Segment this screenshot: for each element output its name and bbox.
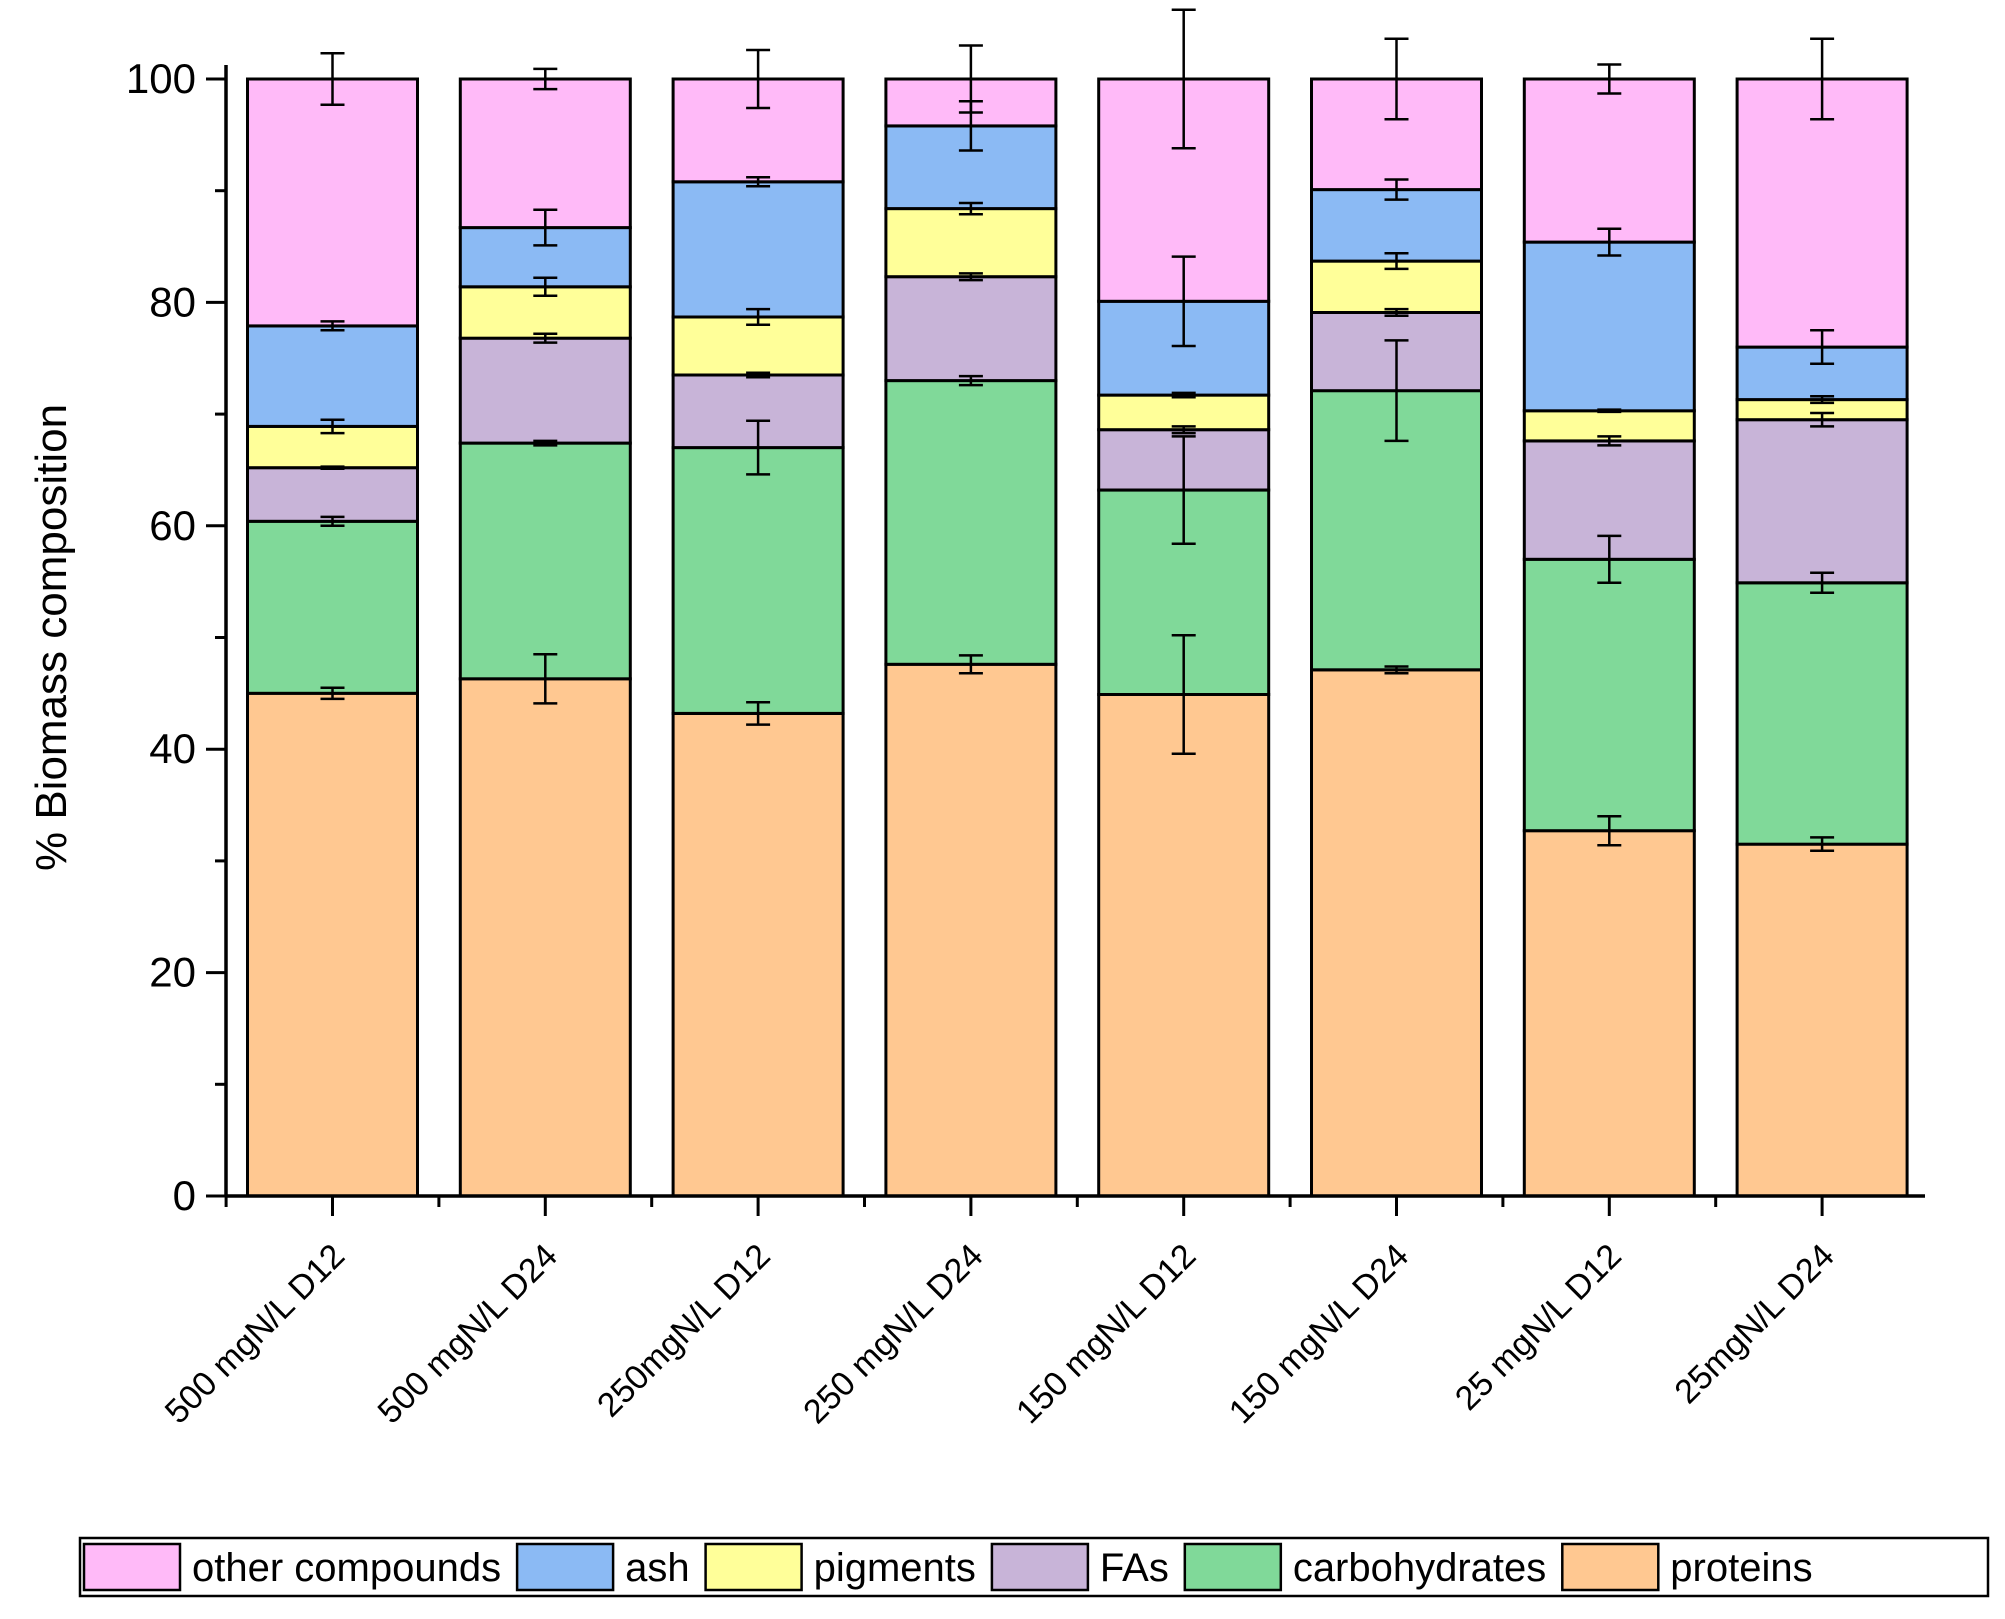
legend-swatch-proteins (1561, 1542, 1660, 1592)
bar-segment-FAs (246, 466, 419, 523)
x-category-label: 500 mgN/L D24 (371, 1237, 565, 1431)
bar-segment-carbohydrates (458, 441, 632, 681)
legend: other compounds ash pigments FAs carbohydrat… (78, 1536, 1990, 1598)
bar-segment-ash (1310, 188, 1483, 263)
legend-label-ash: ash (625, 1546, 690, 1590)
legend-label-FAs: FAs (1100, 1546, 1169, 1590)
bar-segment-FAs (1735, 418, 1909, 585)
bar-segment-proteins (1735, 842, 1909, 1198)
legend-swatch-FAs (990, 1542, 1090, 1592)
bar-segment-other-compounds (246, 77, 419, 328)
bar-segment-ash (246, 324, 419, 428)
bar-segment-ash (1522, 240, 1696, 413)
bar-segment-proteins (458, 677, 632, 1198)
x-category-label: 250mgN/L D12 (590, 1237, 778, 1425)
bar-segment-proteins (1522, 829, 1696, 1198)
bars-layer (246, 77, 1909, 1198)
bar-segment-other-compounds (1522, 77, 1696, 244)
bar-segment-pigments (884, 207, 1058, 279)
x-category-label: 150 mgN/L D12 (1009, 1237, 1203, 1431)
bar-segment-carbohydrates (1522, 557, 1696, 833)
y-tick-label: 40 (149, 725, 196, 772)
y-tick-label: 0 (173, 1172, 196, 1219)
bar-segment-proteins (1310, 668, 1483, 1198)
error-bars-layer (320, 8, 1835, 853)
legend-swatch-other-compounds (82, 1542, 182, 1592)
bar-segment-proteins (884, 662, 1058, 1198)
x-category-label: 150 mgN/L D24 (1222, 1237, 1416, 1431)
bar-segment-other-compounds (458, 77, 632, 230)
legend-label-other-compounds: other compounds (192, 1546, 501, 1590)
y-tick-labels: 0 20 40 60 80 100 (126, 55, 196, 1219)
y-axis-title: % Biomass composition (27, 404, 76, 871)
legend-label-carbohydrates: carbohydrates (1293, 1546, 1546, 1590)
bar-segment-carbohydrates (1735, 581, 1909, 846)
x-category-labels: 500 mgN/L D12 500 mgN/L D24 250mgN/L D12 25… (158, 1237, 1842, 1431)
bar-segment-proteins (671, 712, 845, 1198)
y-tick-label: 80 (149, 278, 196, 325)
bar-segment-FAs (458, 336, 632, 445)
legend-label-proteins: proteins (1670, 1546, 1812, 1590)
y-tick-label: 100 (126, 55, 196, 102)
legend-swatch-ash (515, 1542, 615, 1592)
x-category-label: 25 mgN/L D12 (1448, 1237, 1629, 1418)
y-tick-label: 60 (149, 502, 196, 549)
bar-segment-carbohydrates (671, 446, 845, 715)
legend-swatch-carbohydrates (1183, 1542, 1283, 1592)
x-category-label: 250 mgN/L D24 (796, 1237, 990, 1431)
bar-segment-ash (671, 180, 845, 319)
legend-swatch-pigments (704, 1542, 803, 1592)
x-category-label: 500 mgN/L D12 (158, 1237, 352, 1431)
legend-label-pigments: pigments (814, 1546, 976, 1590)
bar-segment-proteins (1097, 693, 1271, 1198)
bar-segment-carbohydrates (884, 379, 1058, 666)
bar-segment-carbohydrates (246, 519, 419, 695)
bar-segment-FAs (884, 275, 1058, 383)
axes-layer (206, 65, 1925, 1216)
x-category-label: 25mgN/L D24 (1667, 1237, 1841, 1411)
bar-segment-other-compounds (1310, 77, 1483, 192)
y-tick-label: 20 (149, 949, 196, 996)
bar-segment-pigments (1097, 393, 1271, 432)
bar-segment-proteins (246, 691, 419, 1198)
